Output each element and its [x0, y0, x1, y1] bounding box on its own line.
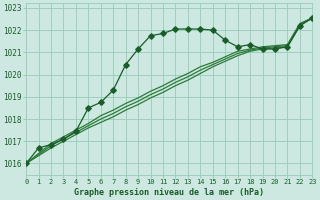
X-axis label: Graphe pression niveau de la mer (hPa): Graphe pression niveau de la mer (hPa)	[74, 188, 264, 197]
